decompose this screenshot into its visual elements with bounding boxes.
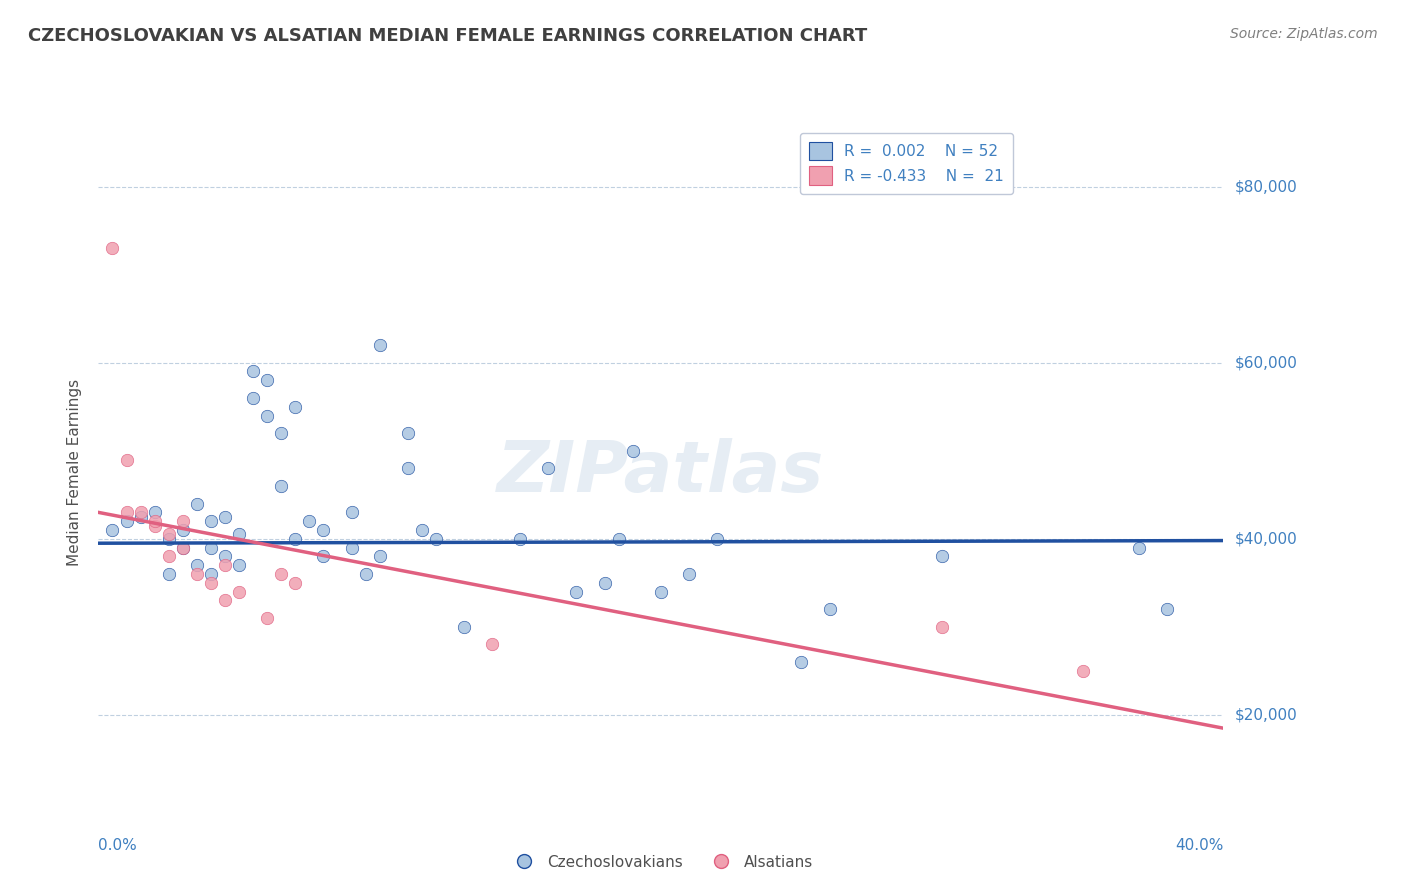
Point: [312, 523, 335, 537]
Point: [157, 549, 180, 564]
Point: [172, 541, 194, 555]
Point: [200, 514, 222, 528]
Point: [818, 602, 841, 616]
Text: 40.0%: 40.0%: [1175, 838, 1223, 854]
Point: [396, 461, 419, 475]
Point: [256, 373, 278, 387]
Point: [270, 567, 292, 582]
Point: [228, 584, 250, 599]
Point: [200, 567, 222, 582]
Point: [129, 505, 152, 519]
Point: [340, 541, 363, 555]
Point: [593, 575, 616, 590]
Text: 0.0%: 0.0%: [98, 838, 138, 854]
Point: [368, 338, 391, 352]
Point: [706, 532, 728, 546]
Point: [256, 611, 278, 625]
Point: [607, 532, 630, 546]
Text: $40,000: $40,000: [1234, 532, 1298, 546]
Point: [115, 514, 138, 528]
Point: [157, 527, 180, 541]
Point: [214, 549, 236, 564]
Point: [129, 509, 152, 524]
Point: [228, 527, 250, 541]
Point: [101, 241, 124, 255]
Point: [790, 655, 813, 669]
Point: [368, 549, 391, 564]
Point: [157, 567, 180, 582]
Point: [284, 532, 307, 546]
Point: [228, 558, 250, 573]
Point: [270, 479, 292, 493]
Point: [298, 514, 321, 528]
Point: [242, 364, 264, 378]
Point: [200, 575, 222, 590]
Point: [340, 505, 363, 519]
Point: [396, 426, 419, 441]
Point: [931, 549, 953, 564]
Point: [143, 514, 166, 528]
Point: [172, 541, 194, 555]
Point: [270, 426, 292, 441]
Point: [200, 541, 222, 555]
Text: Source: ZipAtlas.com: Source: ZipAtlas.com: [1230, 27, 1378, 41]
Legend: Czechoslovakians, Alsatians: Czechoslovakians, Alsatians: [502, 848, 820, 876]
Text: CZECHOSLOVAKIAN VS ALSATIAN MEDIAN FEMALE EARNINGS CORRELATION CHART: CZECHOSLOVAKIAN VS ALSATIAN MEDIAN FEMAL…: [28, 27, 868, 45]
Point: [931, 620, 953, 634]
Point: [509, 532, 531, 546]
Point: [256, 409, 278, 423]
Text: $60,000: $60,000: [1234, 355, 1298, 370]
Point: [1071, 664, 1094, 678]
Point: [1128, 541, 1150, 555]
Point: [284, 575, 307, 590]
Point: [186, 567, 208, 582]
Point: [621, 443, 644, 458]
Point: [115, 452, 138, 467]
Point: [214, 509, 236, 524]
Point: [143, 505, 166, 519]
Point: [425, 532, 447, 546]
Point: [157, 532, 180, 546]
Text: $80,000: $80,000: [1234, 179, 1298, 194]
Point: [1156, 602, 1178, 616]
Point: [565, 584, 588, 599]
Point: [354, 567, 377, 582]
Text: $20,000: $20,000: [1234, 707, 1298, 723]
Point: [186, 497, 208, 511]
Point: [101, 523, 124, 537]
Point: [172, 514, 194, 528]
Point: [453, 620, 475, 634]
Point: [537, 461, 560, 475]
Text: ZIPatlas: ZIPatlas: [498, 438, 824, 508]
Point: [172, 523, 194, 537]
Point: [678, 567, 700, 582]
Point: [481, 638, 503, 652]
Point: [284, 400, 307, 414]
Point: [186, 558, 208, 573]
Point: [312, 549, 335, 564]
Point: [411, 523, 433, 537]
Point: [242, 391, 264, 405]
Point: [650, 584, 672, 599]
Point: [214, 593, 236, 607]
Point: [143, 518, 166, 533]
Point: [214, 558, 236, 573]
Point: [115, 505, 138, 519]
Y-axis label: Median Female Earnings: Median Female Earnings: [67, 379, 83, 566]
